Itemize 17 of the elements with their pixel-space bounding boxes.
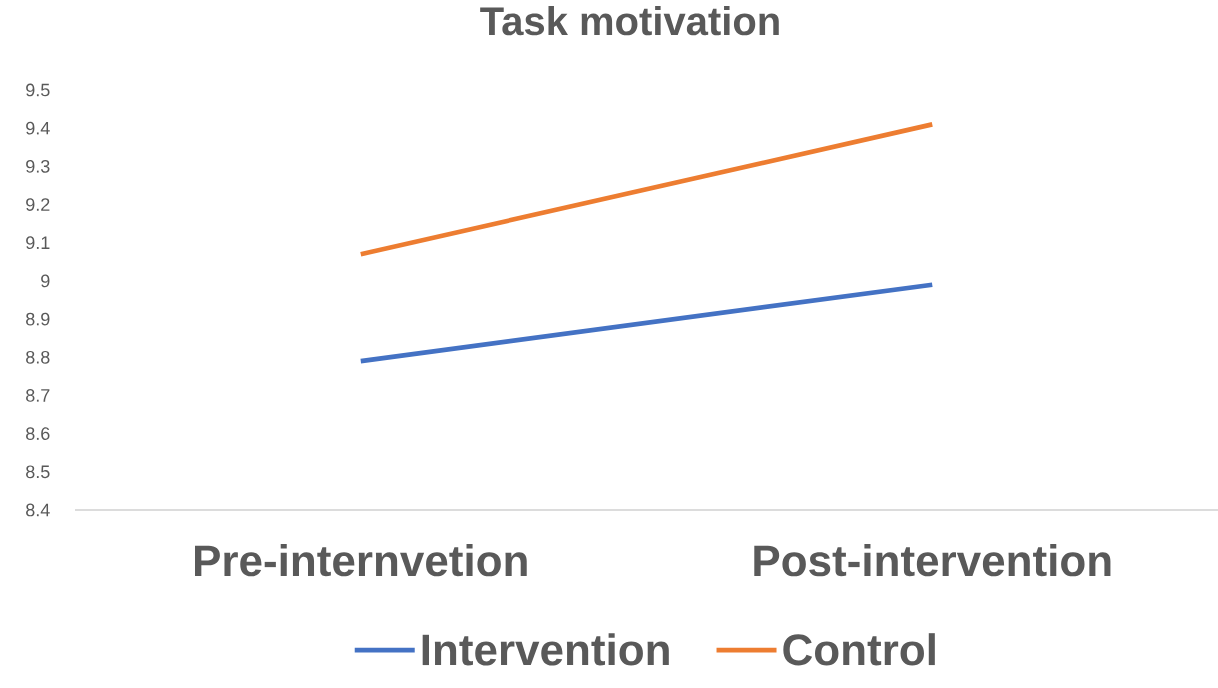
y-tick-label: 8.7 — [26, 389, 50, 402]
y-tick-label: 8.4 — [26, 503, 50, 517]
y-tick-label: 8.9 — [26, 312, 50, 326]
y-tick-label: 8.8 — [26, 350, 50, 364]
y-tick-label: 9.2 — [26, 198, 50, 211]
legend-label: Control — [783, 633, 935, 666]
chart-title: Task motivation — [480, 5, 779, 36]
y-tick-label: 9.3 — [26, 159, 50, 173]
y-tick-label: 9 — [41, 274, 50, 288]
x-tick-label: Pre-internvetion — [195, 544, 527, 577]
y-tick-label: 8.5 — [26, 465, 50, 479]
y-tick-label: 8.6 — [26, 427, 50, 440]
x-tick-label: Post-intervention — [754, 544, 1111, 577]
y-tick-label: 9.4 — [26, 121, 50, 135]
y-tick-label: 9.1 — [26, 236, 50, 250]
legend-label: Intervention — [422, 633, 669, 666]
y-tick-label: 9.5 — [26, 83, 50, 97]
